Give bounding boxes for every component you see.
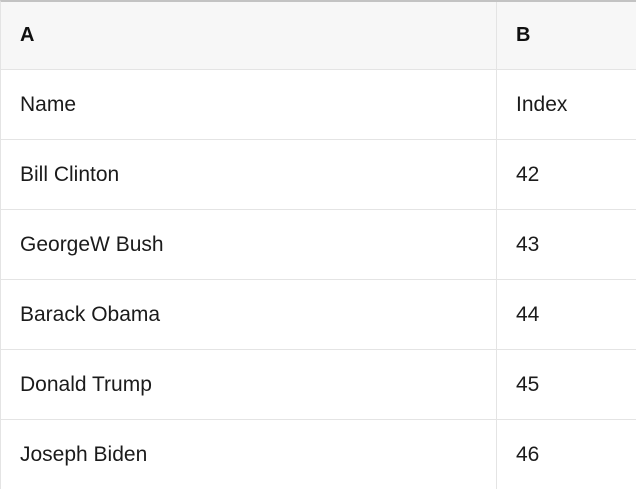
cell-text: 45 [516,372,540,396]
cell-text: Index [516,92,568,116]
table-row: Bill Clinton 42 [1,139,636,209]
cell-text: 46 [516,442,540,466]
cell-name-header[interactable]: Name [1,70,497,139]
cell-text: Joseph Biden [20,442,148,466]
cell-text: Barack Obama [20,302,161,326]
cell-name[interactable]: Donald Trump [1,350,497,419]
table-row: Donald Trump 45 [1,349,636,419]
cell-index[interactable]: 43 [497,210,636,279]
cell-text: 42 [516,162,540,186]
cell-index[interactable]: 44 [497,280,636,349]
cell-text: GeorgeW Bush [20,232,164,256]
cell-text: Donald Trump [20,372,152,396]
column-header-b[interactable]: B [497,2,636,69]
cell-text: Name [20,92,77,116]
cell-text: 44 [516,302,540,326]
cell-text: 43 [516,232,540,256]
table-row: Name Index [1,69,636,139]
cell-name[interactable]: Joseph Biden [1,420,497,489]
column-header-a[interactable]: A [1,2,497,69]
column-header-b-label: B [516,24,531,46]
cell-name[interactable]: Barack Obama [1,280,497,349]
cell-name[interactable]: Bill Clinton [1,140,497,209]
table-row: Barack Obama 44 [1,279,636,349]
cell-index[interactable]: 46 [497,420,636,489]
cell-index-header[interactable]: Index [497,70,636,139]
column-header-a-label: A [20,24,35,46]
cell-name[interactable]: GeorgeW Bush [1,210,497,279]
table-row: GeorgeW Bush 43 [1,209,636,279]
cell-index[interactable]: 45 [497,350,636,419]
table-row: Joseph Biden 46 [1,419,636,489]
column-header-row: A B [1,2,636,69]
cell-index[interactable]: 42 [497,140,636,209]
cell-text: Bill Clinton [20,162,120,186]
